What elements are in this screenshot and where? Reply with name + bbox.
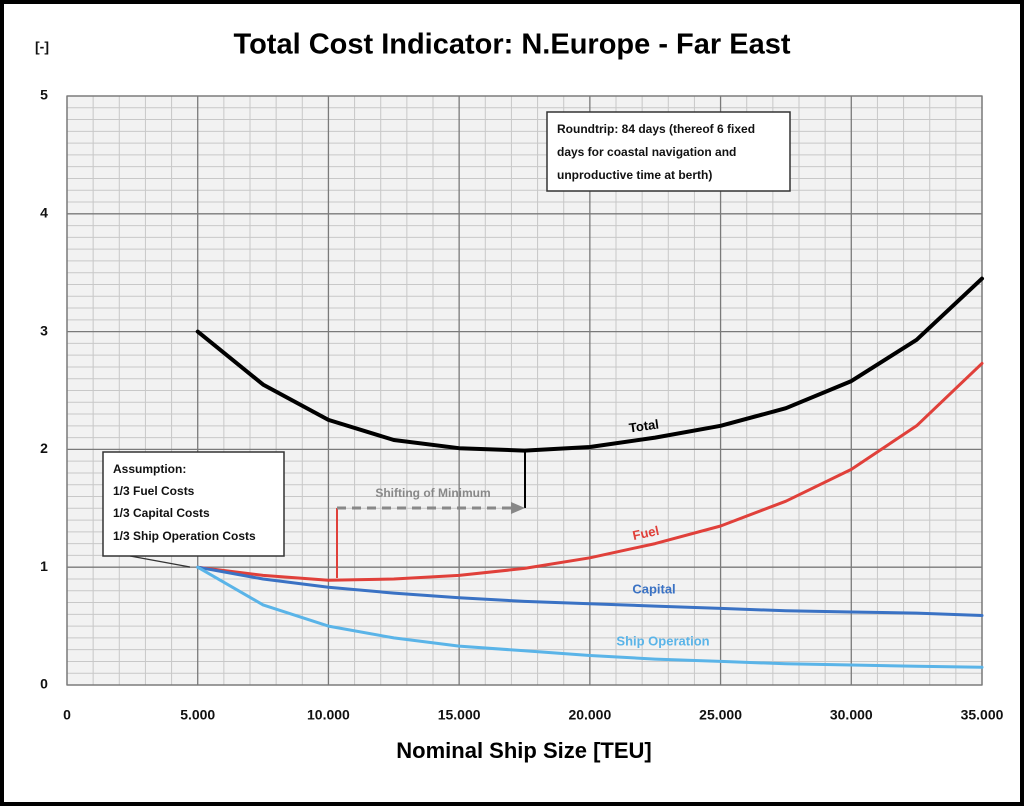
series-label: Fuel: [631, 523, 660, 543]
series-label: Total: [628, 416, 660, 435]
x-tick-label: 20.000: [568, 707, 611, 723]
annotation: Roundtrip: 84 days (thereof 6 fixed: [557, 122, 755, 136]
x-tick-label: 25.000: [699, 707, 742, 723]
annotation: 1/3 Fuel Costs: [113, 484, 195, 498]
series-label: Ship Operation: [616, 633, 709, 648]
x-axis-label: Nominal Ship Size [TEU]: [396, 738, 651, 763]
y-tick-label: 4: [40, 205, 48, 221]
series-group: Total Fuel Capital Ship Operation: [195, 276, 984, 669]
arrow-head: [511, 502, 525, 514]
annotation: 1/3 Ship Operation Costs: [113, 529, 256, 543]
annotation: unproductive time at berth): [557, 168, 712, 182]
annotation: Shifting of Minimum: [375, 486, 490, 500]
y-tick-label: 1: [40, 558, 48, 574]
series-line: [195, 276, 984, 453]
annotation: Assumption:: [113, 462, 186, 476]
x-tick-label: 30.000: [830, 707, 873, 723]
y-tick-label: 0: [40, 676, 48, 692]
y-tick-label: 3: [40, 322, 48, 338]
callout-line: [129, 555, 191, 568]
annotation: days for coastal navigation and: [557, 145, 736, 159]
x-tick-label: 10.000: [307, 707, 350, 723]
series-line: [196, 565, 984, 669]
x-tick-label: 35.000: [961, 707, 1004, 723]
y-tick-label: 5: [40, 87, 48, 103]
series-label: Capital: [632, 581, 675, 596]
plot-border: [66, 95, 983, 686]
annotation-box: [102, 451, 285, 557]
series-line: [196, 565, 984, 617]
x-tick-label: 15.000: [438, 707, 481, 723]
series-line: [196, 361, 984, 582]
x-tick-label: 0: [63, 707, 71, 723]
chart-title: Total Cost Indicator: N.Europe - Far Eas…: [234, 29, 791, 61]
x-tick-label: 5.000: [180, 707, 215, 723]
annotation-box: [546, 111, 791, 192]
annotation: 1/3 Capital Costs: [113, 506, 210, 520]
y-tick-label: 2: [40, 440, 48, 456]
y-axis-label: [-]: [35, 39, 49, 55]
